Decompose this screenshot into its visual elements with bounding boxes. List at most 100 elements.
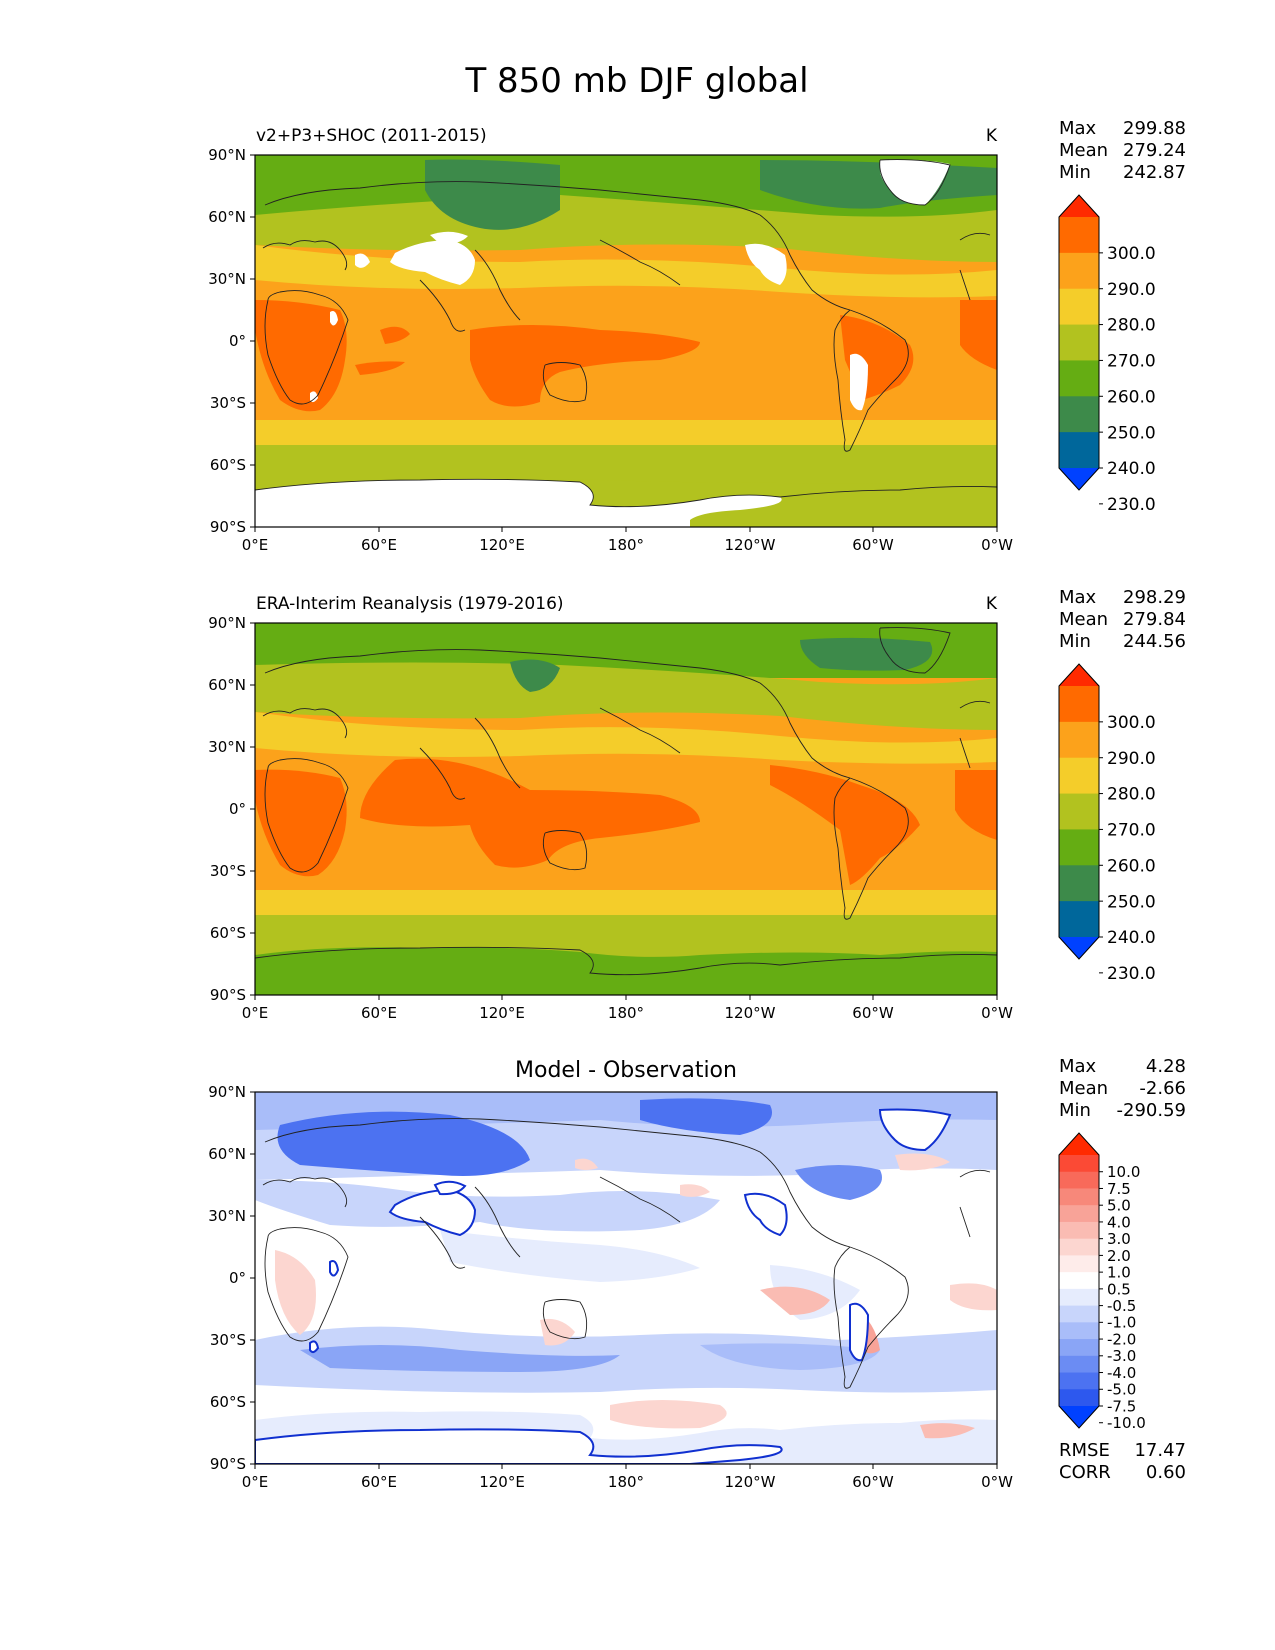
- panel-model: v2+P3+SHOC (2011-2015) K: [208, 118, 1186, 554]
- colorbar-segment: [1059, 396, 1099, 433]
- colorbar-label: 0.5: [1107, 1280, 1131, 1298]
- lat-tick-30s: 30°S: [210, 862, 246, 880]
- colorbar-label: 280.0: [1107, 785, 1156, 805]
- corr-value: 0.60: [1146, 1462, 1186, 1483]
- lon-tick-120w: 120°W: [725, 1473, 776, 1491]
- lat-tick-30n: 30°N: [208, 1207, 246, 1225]
- stat-min-value: 244.56: [1123, 631, 1186, 652]
- colorbar-segment: [1059, 1221, 1099, 1240]
- corr-label: CORR: [1059, 1462, 1111, 1483]
- colorbar-label: 260.0: [1107, 856, 1156, 876]
- stat-max-label: Max: [1059, 118, 1097, 139]
- lon-tick-60w: 60°W: [852, 1004, 894, 1022]
- stat-max-label: Max: [1059, 1056, 1097, 1077]
- lon-tick-120w: 120°W: [725, 1004, 776, 1022]
- colorbar-label: -1.0: [1107, 1314, 1136, 1332]
- stat-min-label: Min: [1059, 162, 1091, 183]
- lat-tick-90s: 90°S: [210, 1455, 246, 1473]
- lat-tick-30n: 30°N: [208, 738, 246, 756]
- colorbar-segment: [1059, 217, 1099, 254]
- lon-tick-180: 180°: [608, 1473, 644, 1491]
- colorbar-label: 270.0: [1107, 352, 1156, 372]
- colorbar-segment: [1059, 324, 1099, 361]
- lon-tick-0e: 0°E: [242, 1004, 269, 1022]
- colorbar-label: 2.0: [1107, 1247, 1131, 1265]
- lat-tick-0: 0°: [229, 332, 246, 350]
- colorbar-segment: [1059, 1171, 1099, 1189]
- colorbar-extend-max: [1059, 664, 1099, 686]
- lon-tick-120e: 120°E: [479, 1473, 525, 1491]
- stats-diff: Max 4.28 Mean -2.66 Min -290.59: [1059, 1056, 1186, 1121]
- colorbar-segment: [1059, 1322, 1099, 1340]
- colorbar-label: 7.5: [1107, 1180, 1131, 1198]
- stat-mean-label: Mean: [1059, 609, 1108, 630]
- colorbar-model: 300.0 290.0 280.0 270.0 260.0 250.0 240.0 230.0: [1058, 194, 1156, 515]
- map-obs: [255, 623, 997, 995]
- colorbar-label: -4.0: [1107, 1364, 1136, 1382]
- colorbar-extend-min: [1059, 1406, 1099, 1428]
- colorbar-label: 250.0: [1107, 423, 1156, 443]
- stat-mean-value: 279.84: [1123, 609, 1186, 630]
- colorbar-segment: [1059, 252, 1099, 290]
- colorbar-segment: [1059, 1272, 1099, 1290]
- colorbar-label: 10.0: [1107, 1163, 1140, 1181]
- stats-obs: Max 298.29 Mean 279.84 Min 244.56: [1059, 587, 1186, 652]
- colorbar-obs: 300.0 290.0 280.0 270.0 260.0 250.0 240.0 230.0: [1058, 663, 1156, 984]
- colorbar-extend-min: [1059, 468, 1099, 490]
- colorbar-extend-min: [1059, 937, 1099, 959]
- colorbar-segment: [1059, 793, 1099, 830]
- panel-obs-subtitle: ERA-Interim Reanalysis (1979-2016): [256, 594, 564, 614]
- stat-min-label: Min: [1059, 1100, 1091, 1121]
- colorbar-segment: [1059, 829, 1099, 866]
- colorbar-label: 4.0: [1107, 1213, 1131, 1231]
- error-stats: RMSE 17.47 CORR 0.60: [1059, 1440, 1186, 1483]
- colorbar-label: 290.0: [1107, 749, 1156, 769]
- lon-tick-120e: 120°E: [479, 1004, 525, 1022]
- lat-tick-30n: 30°N: [208, 270, 246, 288]
- colorbar-label: -10.0: [1107, 1414, 1146, 1432]
- colorbar-segment: [1059, 1155, 1099, 1173]
- colorbar-label: -5.0: [1107, 1381, 1136, 1399]
- lon-tick-60w: 60°W: [852, 1473, 894, 1491]
- stat-max-label: Max: [1059, 587, 1097, 608]
- colorbar-segment: [1059, 1238, 1099, 1256]
- colorbar-label: -2.0: [1107, 1330, 1136, 1348]
- lon-tick-120w: 120°W: [725, 536, 776, 554]
- panel-diff: Model - Observation: [208, 1056, 1186, 1491]
- lat-tick-90s: 90°S: [210, 518, 246, 536]
- stat-min-label: Min: [1059, 631, 1091, 652]
- colorbar-label: 270.0: [1107, 821, 1156, 841]
- lat-tick-60n: 60°N: [208, 1145, 246, 1163]
- lat-tick-30s: 30°S: [210, 1331, 246, 1349]
- colorbar-label: 300.0: [1107, 713, 1156, 733]
- colorbar-segment: [1059, 865, 1099, 902]
- lat-tick-60n: 60°N: [208, 676, 246, 694]
- lon-axis-obs: 0°E 60°E 120°E 180° 120°W 60°W 0°W: [242, 995, 1013, 1022]
- colorbar-extend-max: [1059, 1133, 1099, 1155]
- colorbar-label: -0.5: [1107, 1297, 1136, 1315]
- colorbar-label: 260.0: [1107, 387, 1156, 407]
- colorbar-label: 230.0: [1107, 964, 1156, 984]
- stat-max-value: 298.29: [1123, 587, 1186, 608]
- lat-tick-60n: 60°N: [208, 208, 246, 226]
- lat-tick-60s: 60°S: [210, 456, 246, 474]
- lon-tick-60e: 60°E: [361, 1473, 397, 1491]
- stat-max-value: 4.28: [1146, 1056, 1186, 1077]
- colorbar-label: 230.0: [1107, 495, 1156, 515]
- panel-model-units: K: [986, 126, 998, 146]
- coastlines-diff: [262, 1118, 991, 1389]
- lat-axis-model: 90°N 60°N 30°N 0° 30°S 60°S 90°S: [208, 146, 255, 536]
- stat-mean-value: 279.24: [1123, 140, 1186, 161]
- colorbar-label: 300.0: [1107, 244, 1156, 264]
- lat-tick-90s: 90°S: [210, 986, 246, 1004]
- colorbar-label: 250.0: [1107, 892, 1156, 912]
- lat-tick-90n: 90°N: [208, 614, 246, 632]
- coastlines-model: [255, 159, 997, 508]
- stat-mean-label: Mean: [1059, 1078, 1108, 1099]
- colorbar-segment: [1059, 1372, 1099, 1390]
- figure-title: T 850 mb DJF global: [464, 61, 808, 101]
- colorbar-segment: [1059, 1255, 1099, 1273]
- colorbar-segment: [1059, 686, 1099, 723]
- coastlines-obs: [255, 627, 997, 976]
